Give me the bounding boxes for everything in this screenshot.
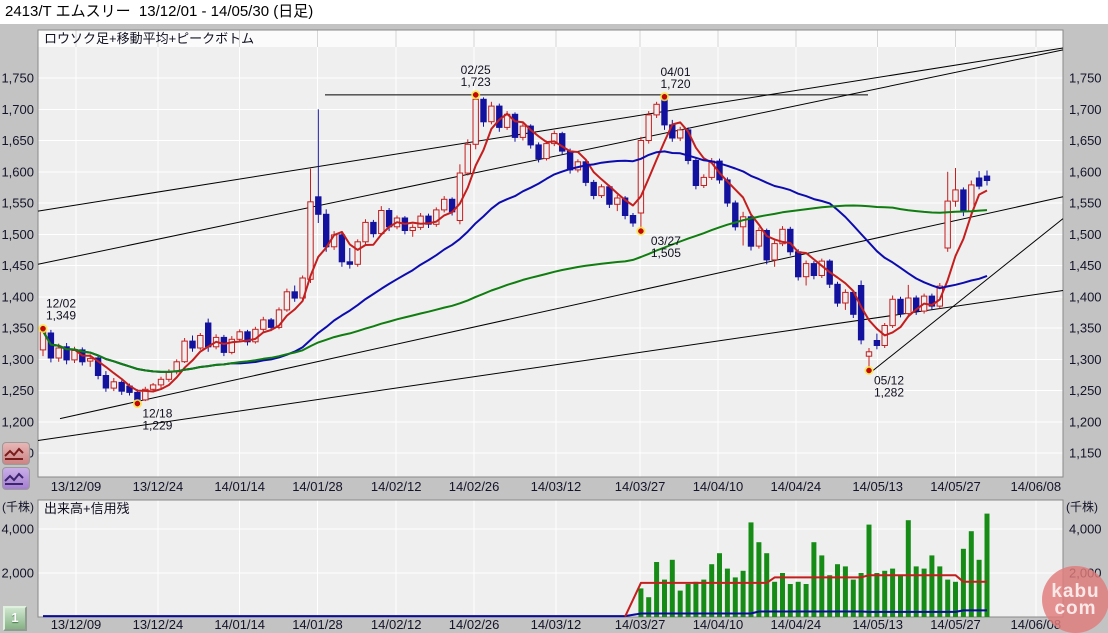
svg-text:14/01/14: 14/01/14 — [214, 479, 265, 494]
svg-text:14/06/08: 14/06/08 — [1010, 479, 1061, 494]
ma-short — [42, 112, 988, 393]
svg-text:03/27: 03/27 — [651, 234, 681, 248]
svg-text:(千株): (千株) — [1066, 499, 1098, 514]
logo-text-line2: com — [1054, 597, 1097, 619]
logo-text-line1: kabu — [1051, 580, 1100, 602]
svg-text:14/05/27: 14/05/27 — [930, 479, 981, 494]
svg-text:14/03/12: 14/03/12 — [531, 479, 582, 494]
svg-text:14/04/10: 14/04/10 — [693, 617, 744, 632]
svg-text:14/01/14: 14/01/14 — [214, 617, 265, 632]
volume-chart-canvas[interactable]: 2,0002,0004,0004,000(千株)(千株)13/12/0913/1… — [0, 497, 1108, 633]
svg-text:14/02/26: 14/02/26 — [449, 479, 500, 494]
svg-text:1,350: 1,350 — [1069, 321, 1102, 336]
svg-text:1,500: 1,500 — [1069, 227, 1102, 242]
volume-panel-button-1[interactable]: 1 — [3, 606, 27, 631]
margin-balance-line — [624, 574, 987, 618]
svg-text:14/06/08: 14/06/08 — [1010, 617, 1061, 632]
svg-text:13/12/09: 13/12/09 — [51, 479, 102, 494]
svg-text:4,000: 4,000 — [1069, 522, 1102, 537]
svg-text:1,282: 1,282 — [874, 386, 904, 400]
svg-text:1,400: 1,400 — [1069, 289, 1102, 304]
volume-bars — [638, 513, 990, 617]
svg-text:1,505: 1,505 — [651, 246, 681, 260]
svg-text:1,150: 1,150 — [1069, 446, 1102, 461]
svg-text:1,600: 1,600 — [1069, 164, 1102, 179]
svg-text:1,750: 1,750 — [1069, 71, 1102, 86]
svg-text:05/12: 05/12 — [874, 374, 904, 388]
svg-text:1,723: 1,723 — [461, 75, 491, 89]
svg-text:1,500: 1,500 — [1, 227, 34, 242]
line-chart-icon — [4, 447, 24, 460]
chart-style-button-purple[interactable] — [2, 467, 30, 490]
svg-text:(千株): (千株) — [2, 499, 34, 514]
svg-text:14/05/27: 14/05/27 — [930, 617, 981, 632]
price-panel-label: ロウソク足+移動平均+ピークボトム — [44, 31, 254, 46]
svg-text:14/03/27: 14/03/27 — [615, 617, 666, 632]
kabu-com-logo: kabu com — [1042, 566, 1108, 633]
svg-text:2,000: 2,000 — [1, 566, 34, 581]
volume-x-axis-labels: 13/12/09 13/12/24 14/01/14 14/01/28 14/02/12… — [51, 617, 1061, 632]
svg-text:14/04/10: 14/04/10 — [693, 479, 744, 494]
svg-text:12/18: 12/18 — [142, 407, 172, 421]
svg-text:1,349: 1,349 — [46, 309, 76, 323]
svg-text:1,200: 1,200 — [1069, 414, 1102, 429]
svg-text:1,650: 1,650 — [1069, 133, 1102, 148]
svg-text:14/02/12: 14/02/12 — [371, 479, 422, 494]
volume-panel-label: 出来高+信用残 — [44, 501, 130, 516]
svg-text:13/12/24: 13/12/24 — [133, 617, 184, 632]
chart-title: 2413/T エムスリー 13/12/01 - 14/05/30 (日足) — [0, 0, 1108, 24]
svg-text:1,400: 1,400 — [1, 289, 34, 304]
svg-text:1,200: 1,200 — [1, 414, 34, 429]
svg-text:1,720: 1,720 — [660, 77, 690, 91]
svg-text:13/12/09: 13/12/09 — [51, 617, 102, 632]
svg-text:1,600: 1,600 — [1, 164, 34, 179]
svg-text:1,550: 1,550 — [1069, 196, 1102, 211]
ma-long — [42, 204, 988, 373]
svg-text:1,450: 1,450 — [1, 258, 34, 273]
svg-text:1,350: 1,350 — [1, 321, 34, 336]
svg-text:14/05/13: 14/05/13 — [852, 617, 903, 632]
svg-text:14/01/28: 14/01/28 — [292, 479, 343, 494]
svg-text:1,650: 1,650 — [1, 133, 34, 148]
line-chart-icon — [4, 472, 24, 485]
price-x-axis-labels: 13/12/09 13/12/24 14/01/14 14/01/28 14/02/12… — [51, 479, 1061, 494]
svg-text:1,250: 1,250 — [1, 383, 34, 398]
svg-text:14/02/26: 14/02/26 — [449, 617, 500, 632]
volume-plot-background — [37, 499, 1064, 618]
svg-text:1,250: 1,250 — [1069, 383, 1102, 398]
svg-text:14/04/24: 14/04/24 — [770, 479, 821, 494]
lending-balance-line — [43, 609, 987, 618]
svg-text:12/02: 12/02 — [46, 297, 76, 311]
svg-text:14/05/13: 14/05/13 — [852, 479, 903, 494]
svg-text:1,300: 1,300 — [1069, 352, 1102, 367]
svg-text:1,700: 1,700 — [1069, 102, 1102, 117]
svg-text:04/01: 04/01 — [660, 65, 690, 79]
chart-style-button-red[interactable] — [2, 442, 30, 465]
peak-bottom-annotations: 12/021,349 12/181,229 02/251,723 03/271,505… — [38, 63, 904, 433]
svg-text:1,450: 1,450 — [1069, 258, 1102, 273]
svg-text:14/03/27: 14/03/27 — [615, 479, 666, 494]
price-plot-background — [37, 29, 1064, 478]
svg-text:14/04/24: 14/04/24 — [770, 617, 821, 632]
candles — [39, 94, 991, 404]
svg-text:1,550: 1,550 — [1, 196, 34, 211]
svg-text:13/12/24: 13/12/24 — [133, 479, 184, 494]
svg-text:4,000: 4,000 — [1, 522, 34, 537]
svg-text:14/02/12: 14/02/12 — [371, 617, 422, 632]
svg-text:1,750: 1,750 — [1, 71, 34, 86]
svg-text:02/25: 02/25 — [461, 63, 491, 77]
svg-text:1,229: 1,229 — [142, 419, 172, 433]
price-chart-canvas[interactable]: 12/021,349 12/181,229 02/251,723 03/271,505… — [0, 24, 1108, 497]
svg-text:14/03/12: 14/03/12 — [531, 617, 582, 632]
svg-text:1,300: 1,300 — [1, 352, 34, 367]
svg-text:14/01/28: 14/01/28 — [292, 617, 343, 632]
svg-text:1,700: 1,700 — [1, 102, 34, 117]
